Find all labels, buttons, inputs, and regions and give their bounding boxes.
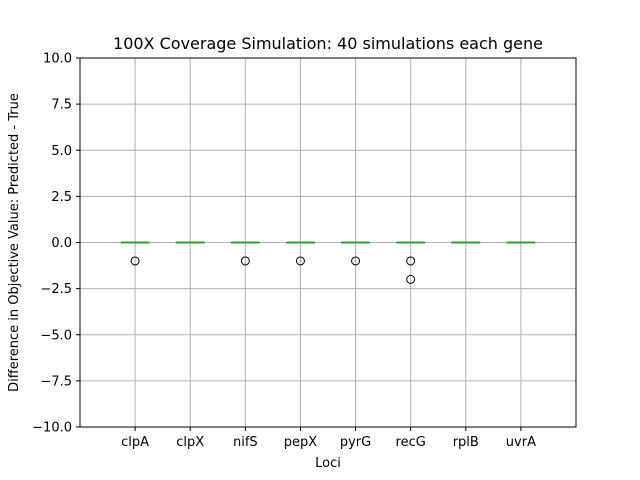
box-rplB	[451, 241, 481, 244]
box-recG	[396, 241, 426, 284]
box-pyrG	[341, 241, 371, 266]
y-tick-label: −7.5	[40, 374, 72, 389]
y-tick-label: −2.5	[40, 282, 72, 297]
x-tick-label: clpX	[176, 435, 204, 450]
outlier-point	[130, 256, 140, 266]
outlier-point	[295, 256, 305, 266]
tick-layer: −10.0 −7.5 −5.0 −2.5 0.0 2.5 5.0 7.5 10.0 clpA clp…	[32, 52, 536, 451]
x-tick-label: pyrG	[340, 435, 371, 450]
x-tick-label: rplB	[453, 435, 479, 450]
y-tick-label: −10.0	[32, 421, 72, 436]
x-tick-label: uvrA	[506, 435, 536, 450]
y-tick-label: 0.0	[51, 236, 72, 251]
box-clpX	[175, 241, 205, 244]
outlier-point	[240, 256, 250, 266]
x-tick-label: nifS	[233, 435, 258, 450]
y-tick-label: 10.0	[43, 52, 72, 67]
y-tick-label: 2.5	[51, 190, 72, 205]
y-tick-label: −5.0	[40, 328, 72, 343]
box-uvrA	[506, 241, 536, 244]
outlier-point	[351, 256, 361, 266]
chart-title: 100X Coverage Simulation: 40 simulations…	[113, 34, 543, 53]
x-axis-label: Loci	[315, 456, 341, 471]
outlier-point	[406, 256, 416, 266]
outlier-point	[406, 274, 416, 284]
box-layer	[120, 241, 536, 284]
y-axis-label: Difference in Objective Value: Predicted…	[7, 93, 22, 392]
box-nifS	[230, 241, 260, 266]
y-tick-label: 7.5	[51, 98, 72, 113]
x-tick-label: clpA	[121, 435, 149, 450]
y-tick-label: 5.0	[51, 144, 72, 159]
box-clpA	[120, 241, 150, 266]
x-tick-label: recG	[396, 435, 426, 450]
x-tick-label: pepX	[284, 435, 318, 450]
box-pepX	[285, 241, 315, 266]
